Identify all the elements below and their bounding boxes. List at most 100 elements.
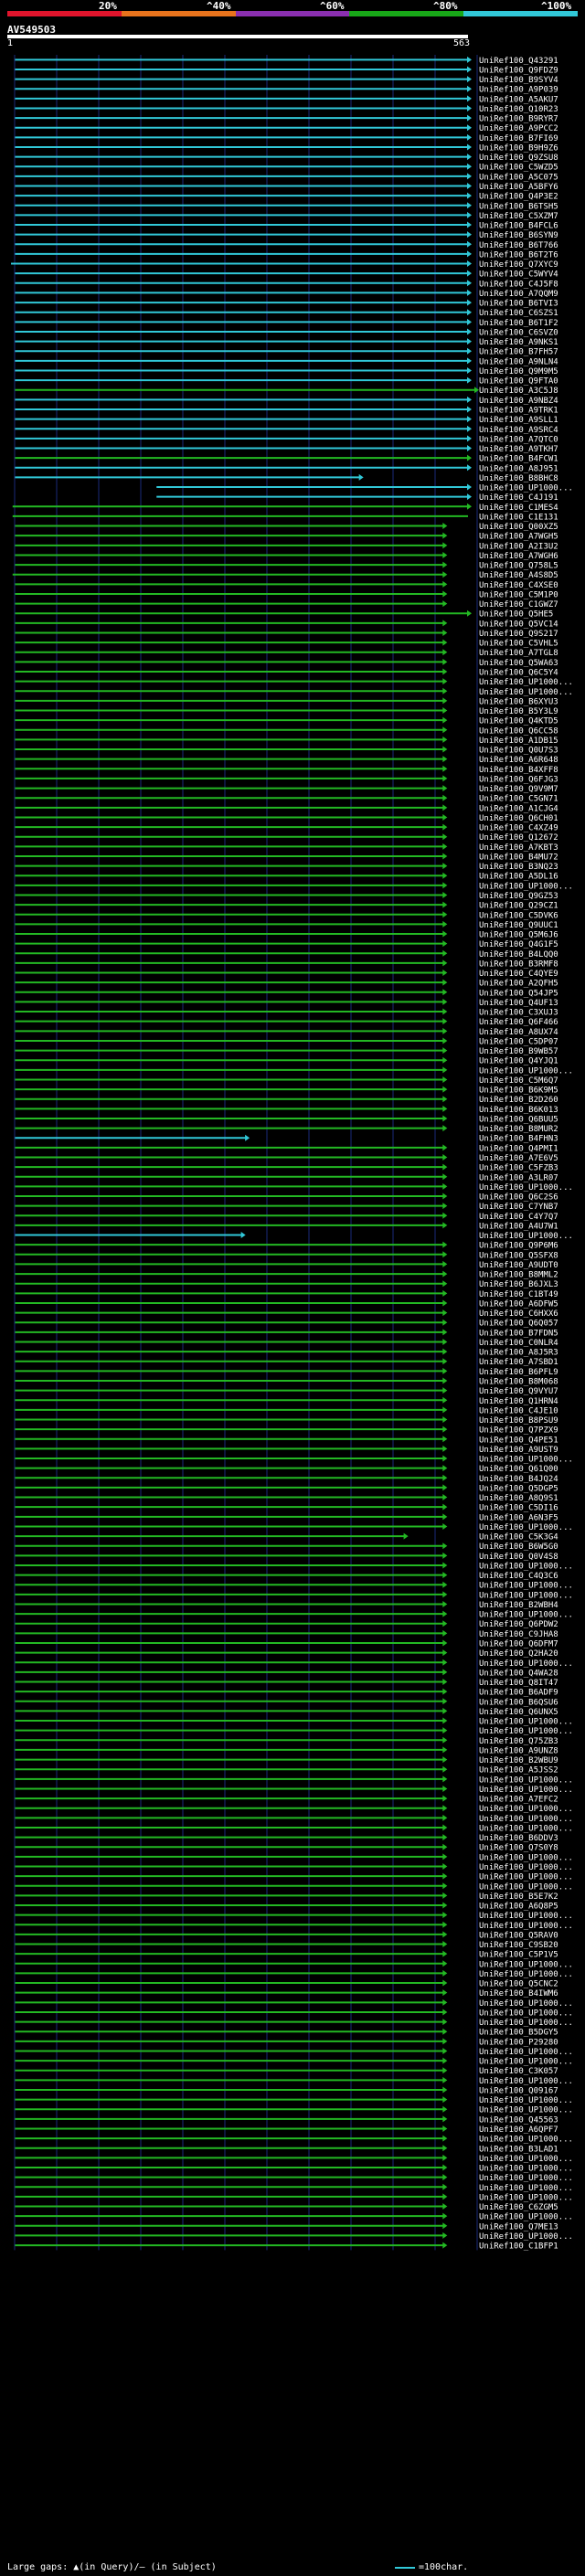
- hit-label[interactable]: UniRef100_A3C5J8: [479, 387, 558, 396]
- hit-label[interactable]: UniRef100_A7SBD1: [479, 1358, 558, 1367]
- hit-label[interactable]: UniRef100_B8BHC8: [479, 474, 558, 483]
- hit-label[interactable]: UniRef100_Q5HE5: [479, 610, 553, 620]
- hit-label[interactable]: UniRef100_C6ZGM5: [479, 2203, 558, 2212]
- hit-label[interactable]: UniRef100_Q6C5Y4: [479, 669, 558, 678]
- hit-label[interactable]: UniRef100_Q4WA28: [479, 1669, 558, 1678]
- hit-label[interactable]: UniRef100_Q5DGP5: [479, 1484, 558, 1493]
- hit-label[interactable]: UniRef100_A5JSS2: [479, 1766, 558, 1776]
- hit-label[interactable]: UniRef100_Q6Q057: [479, 1320, 558, 1329]
- hit-label[interactable]: UniRef100_A7WGH5: [479, 533, 558, 542]
- hit-label[interactable]: UniRef100_UP1000...: [479, 1853, 573, 1862]
- hit-label[interactable]: UniRef100_Q43291: [479, 57, 558, 66]
- hit-label[interactable]: UniRef100_A9UNZ8: [479, 1746, 558, 1755]
- hit-label[interactable]: UniRef100_C5FZB3: [479, 1164, 558, 1173]
- hit-label[interactable]: UniRef100_UP1000...: [479, 1718, 573, 1727]
- hit-label[interactable]: UniRef100_UP1000...: [479, 1727, 573, 1736]
- hit-label[interactable]: UniRef100_C6SVZ0: [479, 328, 558, 337]
- hit-label[interactable]: UniRef100_A9NKS1: [479, 338, 558, 347]
- hit-label[interactable]: UniRef100_UP1000...: [479, 2232, 573, 2242]
- hit-label[interactable]: UniRef100_A9TRK1: [479, 406, 558, 415]
- hit-label[interactable]: UniRef100_UP1000...: [479, 1863, 573, 1872]
- hit-label[interactable]: UniRef100_Q0U7S3: [479, 747, 558, 756]
- hit-label[interactable]: UniRef100_Q9S217: [479, 630, 558, 639]
- hit-label[interactable]: UniRef100_B6TVI3: [479, 300, 558, 309]
- hit-label[interactable]: UniRef100_A9NLN4: [479, 357, 558, 366]
- hit-label[interactable]: UniRef100_C5M6Q7: [479, 1076, 558, 1086]
- hit-label[interactable]: UniRef100_UP1000...: [479, 2058, 573, 2067]
- hit-label[interactable]: UniRef100_B3LAD1: [479, 2145, 558, 2154]
- hit-label[interactable]: UniRef100_Q9V9M7: [479, 785, 558, 794]
- hit-label[interactable]: UniRef100_UP1000...: [479, 1183, 573, 1193]
- hit-label[interactable]: UniRef100_UP1000...: [479, 2019, 573, 2028]
- hit-label[interactable]: UniRef100_C1GWZ7: [479, 600, 558, 610]
- hit-label[interactable]: UniRef100_Q9UUC1: [479, 921, 558, 930]
- hit-label[interactable]: UniRef100_Q6F466: [479, 1018, 558, 1027]
- hit-label[interactable]: UniRef100_C9JHA8: [479, 1630, 558, 1639]
- hit-label[interactable]: UniRef100_C4XZ49: [479, 824, 558, 833]
- hit-label[interactable]: UniRef100_B8M068: [479, 1377, 558, 1386]
- hit-label[interactable]: UniRef100_Q75ZB3: [479, 1737, 558, 1746]
- hit-label[interactable]: UniRef100_A3LR07: [479, 1173, 558, 1182]
- hit-label[interactable]: UniRef100_B6QSU6: [479, 1698, 558, 1707]
- hit-label[interactable]: UniRef100_C0NLR4: [479, 1339, 558, 1348]
- hit-label[interactable]: UniRef100_B6K013: [479, 1106, 558, 1115]
- hit-label[interactable]: UniRef100_UP1000...: [479, 1815, 573, 1824]
- hit-label[interactable]: UniRef100_A9UST9: [479, 1446, 558, 1455]
- hit-label[interactable]: UniRef100_A2QFH5: [479, 980, 558, 989]
- hit-label[interactable]: UniRef100_UP1000...: [479, 1659, 573, 1669]
- hit-label[interactable]: UniRef100_Q5VC14: [479, 620, 558, 629]
- hit-label[interactable]: UniRef100_A4S8D5: [479, 571, 558, 580]
- hit-label[interactable]: UniRef100_A5C075: [479, 173, 558, 182]
- hit-label[interactable]: UniRef100_Q9ZSU8: [479, 154, 558, 163]
- hit-label[interactable]: UniRef100_A9NBZ4: [479, 397, 558, 406]
- hit-label[interactable]: UniRef100_B4LQQ0: [479, 950, 558, 959]
- hit-label[interactable]: UniRef100_Q9GZ53: [479, 892, 558, 901]
- hit-label[interactable]: UniRef100_B9RYR7: [479, 115, 558, 124]
- hit-label[interactable]: UniRef100_UP1000...: [479, 1912, 573, 1921]
- hit-label[interactable]: UniRef100_A9PCC2: [479, 124, 558, 133]
- hit-label[interactable]: UniRef100_C1E131: [479, 513, 558, 522]
- hit-label[interactable]: UniRef100_C4J5F8: [479, 280, 558, 289]
- hit-label[interactable]: UniRef100_Q9P6M6: [479, 1242, 558, 1251]
- hit-label[interactable]: UniRef100_B4JQ24: [479, 1475, 558, 1484]
- hit-label[interactable]: UniRef100_Q7ME13: [479, 2222, 558, 2231]
- hit-label[interactable]: UniRef100_A6QPF7: [479, 2125, 558, 2135]
- hit-label[interactable]: UniRef100_Q9FDZ9: [479, 66, 558, 75]
- hit-label[interactable]: UniRef100_UP1000...: [479, 2009, 573, 2018]
- hit-label[interactable]: UniRef100_Q8IT47: [479, 1679, 558, 1688]
- hit-label[interactable]: UniRef100_A7EFC2: [479, 1796, 558, 1805]
- hit-label[interactable]: UniRef100_B6K9M5: [479, 1087, 558, 1096]
- hit-label[interactable]: UniRef100_UP1000...: [479, 1591, 573, 1600]
- hit-label[interactable]: UniRef100_B4FCL6: [479, 222, 558, 231]
- hit-label[interactable]: UniRef100_UP1000...: [479, 2193, 573, 2202]
- hit-label[interactable]: UniRef100_Q7XYC9: [479, 260, 558, 270]
- hit-label[interactable]: UniRef100_UP1000...: [479, 882, 573, 891]
- hit-label[interactable]: UniRef100_B6PFL9: [479, 1368, 558, 1377]
- hit-label[interactable]: UniRef100_B4FCW1: [479, 455, 558, 464]
- hit-label[interactable]: UniRef100_C1BFP1: [479, 2242, 558, 2252]
- hit-label[interactable]: UniRef100_B9WB57: [479, 1047, 558, 1056]
- hit-label[interactable]: UniRef100_B6T1F2: [479, 319, 558, 328]
- hit-label[interactable]: UniRef100_A6N3F5: [479, 1513, 558, 1522]
- hit-label[interactable]: UniRef100_UP1000...: [479, 1611, 573, 1620]
- hit-label[interactable]: UniRef100_B3RMF8: [479, 959, 558, 969]
- hit-label[interactable]: UniRef100_B8MML2: [479, 1271, 558, 1280]
- hit-label[interactable]: UniRef100_C3K057: [479, 2067, 558, 2076]
- hit-label[interactable]: UniRef100_C5WYV4: [479, 270, 558, 280]
- hit-label[interactable]: UniRef100_Q12672: [479, 833, 558, 843]
- hit-label[interactable]: UniRef100_C5XZM7: [479, 212, 558, 221]
- hit-label[interactable]: UniRef100_A6DFW5: [479, 1299, 558, 1309]
- hit-label[interactable]: UniRef100_Q4UF13: [479, 999, 558, 1008]
- hit-label[interactable]: UniRef100_A8J951: [479, 464, 558, 473]
- hit-label[interactable]: UniRef100_B5Y3L9: [479, 707, 558, 716]
- hit-label[interactable]: UniRef100_C6SZS1: [479, 309, 558, 318]
- hit-label[interactable]: UniRef100_C9SB20: [479, 1941, 558, 1950]
- hit-label[interactable]: UniRef100_C4Y7Q7: [479, 1213, 558, 1222]
- hit-label[interactable]: UniRef100_B6SYN9: [479, 231, 558, 240]
- hit-label[interactable]: UniRef100_Q5WA63: [479, 659, 558, 668]
- hit-label[interactable]: UniRef100_A7TGL8: [479, 649, 558, 658]
- hit-label[interactable]: UniRef100_B4XFF8: [479, 766, 558, 775]
- hit-label[interactable]: UniRef100_Q7PZX9: [479, 1426, 558, 1436]
- hit-label[interactable]: UniRef100_A7E6V5: [479, 1154, 558, 1163]
- hit-label[interactable]: UniRef100_Q5SFX8: [479, 1251, 558, 1260]
